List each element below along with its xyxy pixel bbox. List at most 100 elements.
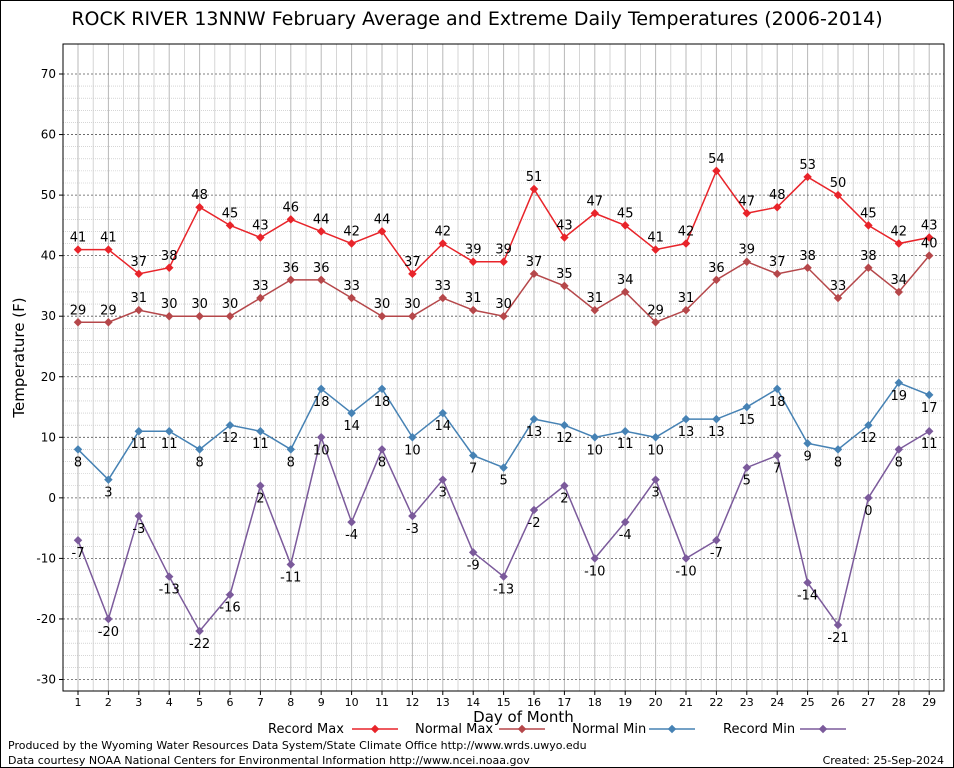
data-label: 45 xyxy=(617,206,634,221)
data-label: -11 xyxy=(280,570,301,585)
data-label: -16 xyxy=(219,601,240,616)
data-point xyxy=(468,257,478,266)
chart-title: ROCK RIVER 13NNW February Average and Ex… xyxy=(71,8,883,30)
data-point xyxy=(377,445,387,454)
major-gridlines xyxy=(63,73,944,680)
data-label: 11 xyxy=(252,437,269,452)
data-label: 29 xyxy=(70,303,87,318)
y-tick-label: 20 xyxy=(41,370,56,384)
data-point xyxy=(712,275,721,285)
data-label: 30 xyxy=(191,297,208,312)
credits: Produced by the Wyoming Water Resources … xyxy=(8,738,587,768)
data-point xyxy=(377,384,387,394)
data-point xyxy=(73,245,83,254)
data-label: 2 xyxy=(256,492,264,507)
data-label: 50 xyxy=(830,176,847,191)
legend-item: Record Min xyxy=(723,722,846,737)
legend-label: Record Max xyxy=(268,722,344,737)
legend-label: Normal Min xyxy=(572,722,646,737)
data-point xyxy=(590,554,600,563)
data-label: 45 xyxy=(860,206,877,221)
data-label: -21 xyxy=(827,631,848,646)
legend-marker xyxy=(818,724,828,734)
data-label: 13 xyxy=(526,425,543,440)
data-point xyxy=(560,481,569,490)
data-label: 41 xyxy=(647,231,664,246)
credit-line-2: Data courtesy NOAA National Centers for … xyxy=(8,754,530,767)
data-label: 0 xyxy=(864,504,872,519)
data-label: 30 xyxy=(404,297,421,312)
data-point xyxy=(377,227,387,236)
data-label: 5 xyxy=(743,474,751,489)
data-point xyxy=(195,445,204,454)
data-point xyxy=(772,269,782,279)
x-tick-label: 4 xyxy=(166,696,173,709)
data-point xyxy=(864,263,873,273)
x-tick-label: 8 xyxy=(287,696,294,709)
data-point xyxy=(620,427,630,436)
x-tick-label: 21 xyxy=(679,696,693,709)
data-label: 7 xyxy=(773,461,781,476)
x-tick-label: 1 xyxy=(75,696,82,709)
data-point xyxy=(894,287,904,297)
data-point xyxy=(529,414,539,424)
data-label: -13 xyxy=(493,583,514,598)
data-label: -3 xyxy=(132,522,145,537)
data-label: 30 xyxy=(222,297,239,312)
data-label: 10 xyxy=(313,443,330,458)
data-point xyxy=(256,481,265,490)
data-label: -10 xyxy=(675,564,696,579)
data-label: -13 xyxy=(159,583,180,598)
data-label: 5 xyxy=(499,474,507,489)
legend-label: Normal Max xyxy=(415,722,493,737)
data-point xyxy=(742,257,752,266)
data-point xyxy=(438,293,448,303)
data-label: 19 xyxy=(891,389,908,404)
y-tick-label: 30 xyxy=(41,309,56,323)
data-point xyxy=(651,433,660,442)
data-label: 31 xyxy=(131,291,148,306)
data-point xyxy=(651,318,660,327)
data-point xyxy=(225,420,235,430)
series-record-max: 41 41 37 38 48 45 43 46 44 42 44 37 42 39 39 51 43 47 45 41… xyxy=(70,152,937,279)
x-tick-label: 2 xyxy=(105,696,112,709)
data-label: -9 xyxy=(467,558,480,573)
data-label: 42 xyxy=(678,225,695,240)
data-label: 48 xyxy=(191,188,208,203)
data-point xyxy=(408,511,417,521)
data-point xyxy=(742,463,752,472)
data-point xyxy=(316,275,326,285)
data-point xyxy=(529,269,539,279)
x-tick-label: 23 xyxy=(740,696,754,709)
data-point xyxy=(73,318,83,327)
data-label: 48 xyxy=(769,188,786,203)
data-point xyxy=(104,318,113,327)
data-point xyxy=(833,445,843,454)
x-tick-label: 14 xyxy=(466,696,480,709)
data-point xyxy=(256,233,265,242)
data-point xyxy=(438,408,448,418)
data-label: 8 xyxy=(74,455,82,470)
data-point xyxy=(316,384,326,394)
data-label: 34 xyxy=(617,273,634,288)
data-point xyxy=(864,420,873,430)
x-tick-label: 9 xyxy=(318,696,325,709)
series-normal-max: 29 29 31 30 30 30 33 36 36 33 30 30 33 31 30 37 35 31 34 29… xyxy=(70,237,937,327)
data-point xyxy=(833,293,843,303)
data-label: 2 xyxy=(560,492,568,507)
data-point xyxy=(772,384,782,394)
data-label: 17 xyxy=(921,401,938,416)
data-point xyxy=(316,227,326,236)
data-label: 33 xyxy=(343,279,360,294)
data-point xyxy=(894,445,904,454)
data-point xyxy=(225,311,235,321)
credit-line-1: Produced by the Wyoming Water Resources … xyxy=(8,739,587,752)
data-label: 3 xyxy=(651,486,659,501)
data-label: 8 xyxy=(195,455,203,470)
data-label: 10 xyxy=(587,443,604,458)
x-tick-label: 19 xyxy=(618,696,632,709)
x-tick-label: 17 xyxy=(557,696,571,709)
data-point xyxy=(347,517,356,527)
data-point xyxy=(408,269,417,279)
data-label: 43 xyxy=(252,218,269,233)
